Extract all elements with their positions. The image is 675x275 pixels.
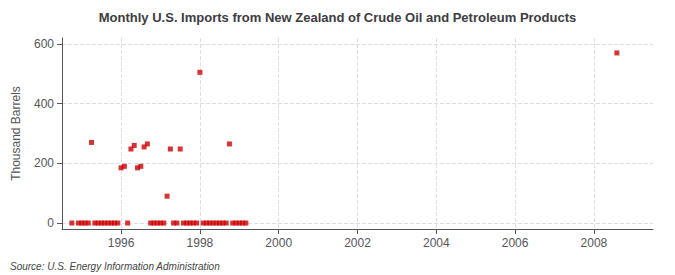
svg-text:0: 0	[47, 216, 54, 230]
svg-text:2006: 2006	[502, 236, 529, 250]
svg-text:Monthly U.S. Imports from New: Monthly U.S. Imports from New Zealand of…	[99, 10, 576, 25]
svg-text:2000: 2000	[265, 236, 292, 250]
svg-text:2004: 2004	[423, 236, 450, 250]
svg-text:2002: 2002	[344, 236, 371, 250]
svg-text:Thousand Barrels: Thousand Barrels	[9, 86, 23, 181]
svg-text:600: 600	[34, 37, 54, 51]
svg-text:200: 200	[34, 156, 54, 170]
svg-text:1998: 1998	[187, 236, 214, 250]
svg-text:1996: 1996	[108, 236, 135, 250]
svg-text:400: 400	[34, 97, 54, 111]
svg-text:Source: U.S. Energy Informatio: Source: U.S. Energy Information Administ…	[10, 261, 220, 272]
svg-text:2008: 2008	[581, 236, 608, 250]
